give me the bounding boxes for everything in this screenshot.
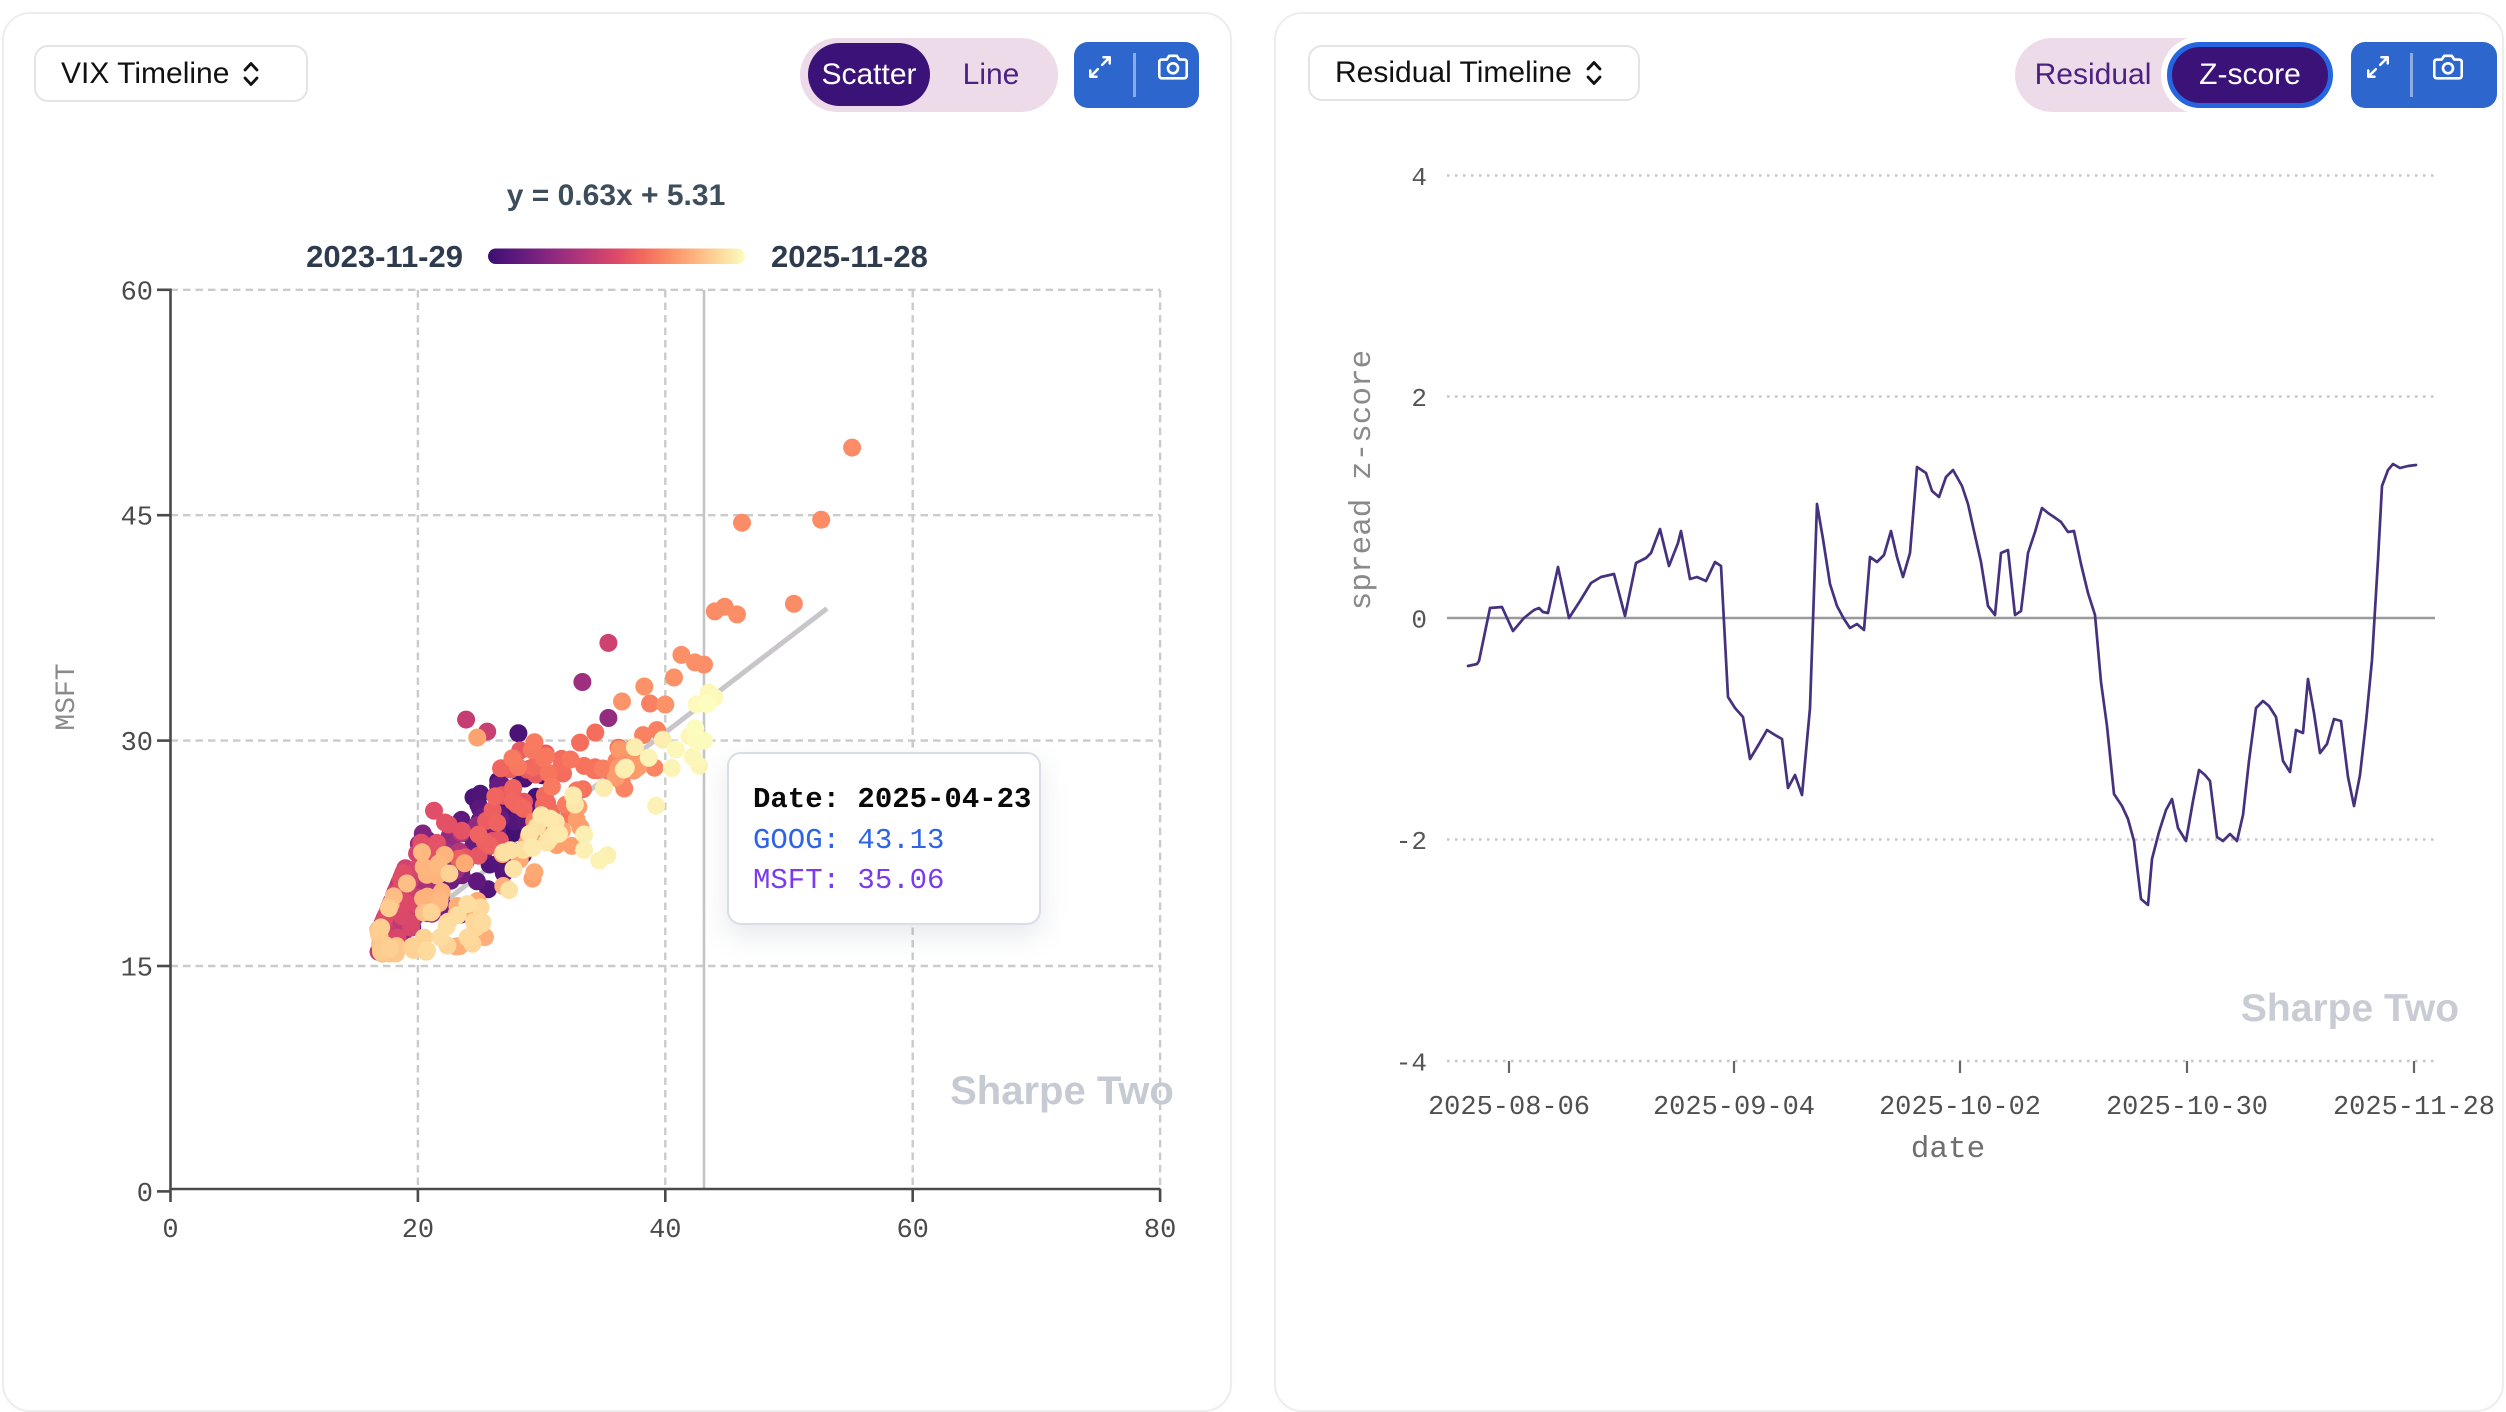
svg-text:2025-11-28: 2025-11-28: [771, 239, 928, 274]
svg-text:60: 60: [896, 1216, 928, 1244]
svg-text:y = 0.63x + 5.31: y = 0.63x + 5.31: [507, 179, 726, 212]
svg-text:Sharpe Two: Sharpe Two: [950, 1069, 1174, 1113]
svg-text:80: 80: [1144, 1216, 1176, 1244]
svg-text:40: 40: [649, 1216, 681, 1244]
svg-text:-4: -4: [1396, 1049, 1427, 1079]
svg-text:2025-10-02: 2025-10-02: [1879, 1093, 2041, 1123]
svg-text:2025-11-28: 2025-11-28: [2333, 1093, 2495, 1123]
svg-text:60: 60: [121, 278, 153, 308]
svg-text:2025-09-04: 2025-09-04: [1653, 1093, 1815, 1123]
svg-text:2023-11-29: 2023-11-29: [306, 239, 463, 274]
svg-text:30: 30: [121, 729, 153, 759]
svg-text:2: 2: [1411, 384, 1427, 414]
svg-text:-2: -2: [1396, 827, 1427, 857]
svg-text:0: 0: [1411, 606, 1427, 636]
svg-text:45: 45: [121, 504, 153, 534]
svg-text:spread z-score: spread z-score: [1345, 350, 1380, 610]
svg-text:MSFT: MSFT: [52, 663, 83, 730]
svg-text:0: 0: [162, 1216, 178, 1244]
svg-text:0: 0: [137, 1180, 153, 1210]
svg-text:15: 15: [121, 954, 153, 984]
svg-text:4: 4: [1411, 163, 1427, 193]
svg-text:2025-10-30: 2025-10-30: [2106, 1093, 2268, 1123]
svg-text:date: date: [1911, 1132, 1985, 1167]
svg-text:20: 20: [402, 1216, 434, 1244]
svg-text:2025-08-06: 2025-08-06: [1428, 1093, 1590, 1123]
svg-text:Sharpe Two: Sharpe Two: [2241, 987, 2459, 1030]
